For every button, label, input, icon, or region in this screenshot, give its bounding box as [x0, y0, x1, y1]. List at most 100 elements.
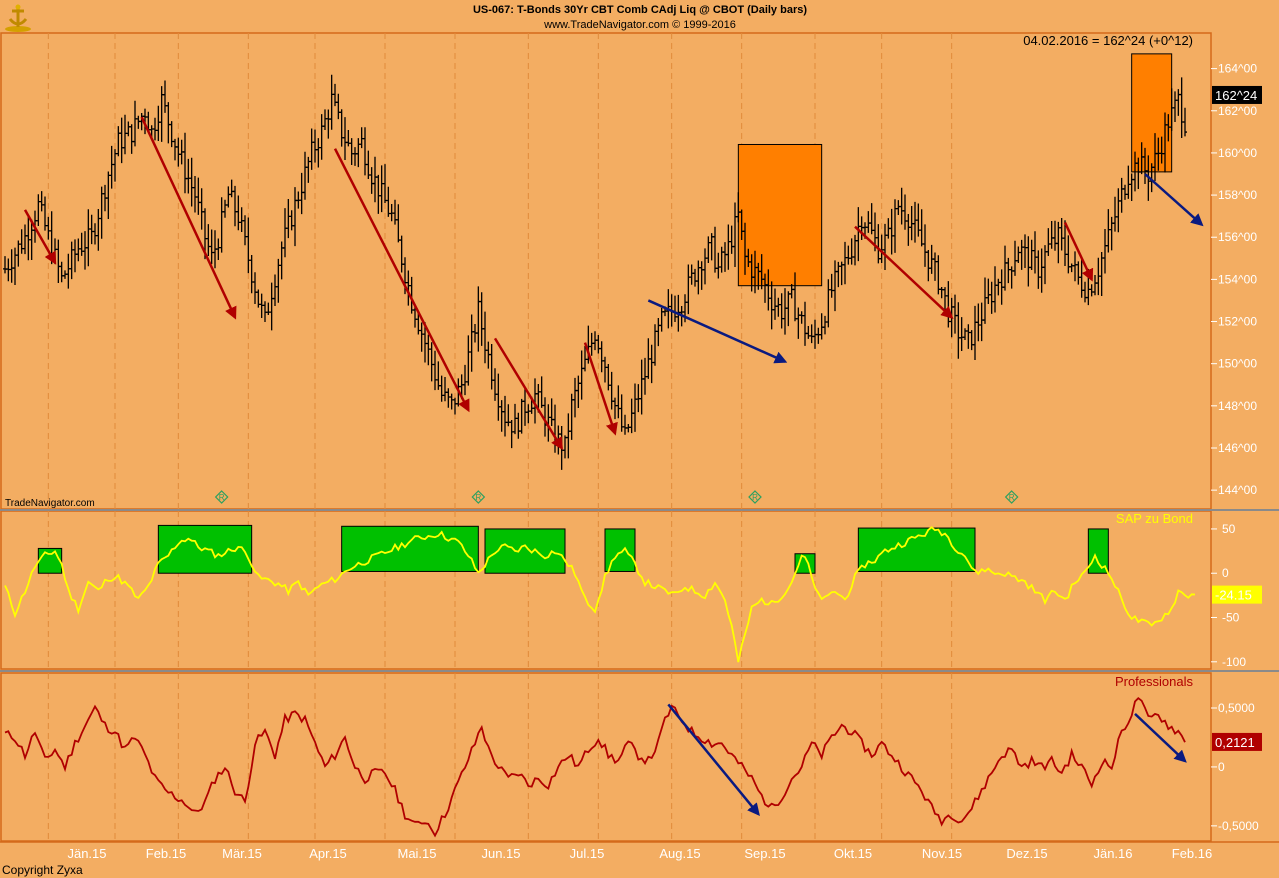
price-bar [693, 268, 697, 287]
y-tick-label: 158^00 [1218, 188, 1257, 202]
price-bar [723, 242, 727, 272]
price-bar [189, 157, 194, 207]
y-tick-label: 150^00 [1218, 357, 1257, 371]
price-bar [243, 215, 247, 246]
price-bar [169, 121, 174, 148]
price-bar [706, 236, 711, 263]
price-bar [1046, 228, 1051, 256]
price-bar [1176, 89, 1181, 116]
price-bar [283, 208, 287, 258]
copyright: Copyright Zyxa [2, 863, 83, 877]
chart-subtitle: www.TradeNavigator.com © 1999-2016 [543, 19, 736, 31]
price-bar [129, 124, 134, 154]
event-marker [214, 490, 229, 504]
price-bar [633, 383, 637, 432]
x-tick-label: Nov.15 [922, 846, 962, 861]
signal-box [1087, 528, 1109, 574]
price-bar [966, 324, 971, 349]
price-bar [319, 114, 324, 160]
price-bar [1106, 209, 1111, 253]
price-bar [1109, 216, 1114, 251]
price-bar [716, 252, 721, 279]
price-bar [1036, 250, 1041, 289]
price-bar [816, 327, 821, 344]
y-tick-label: 50 [1222, 522, 1236, 536]
price-bar [289, 210, 294, 231]
price-bar [156, 105, 161, 142]
price-bar [123, 114, 127, 155]
price-bar [439, 375, 444, 402]
price-bar [719, 246, 724, 273]
y-tick-label: 148^00 [1218, 399, 1257, 413]
x-tick-label: Mai.15 [397, 846, 436, 861]
price-bar [566, 413, 571, 459]
price-bar [896, 200, 901, 216]
y-tick-label: 0 [1218, 760, 1225, 774]
professionals-title: Professionals [1115, 674, 1194, 689]
price-bar [899, 187, 904, 225]
price-bar [313, 129, 317, 163]
price-bar [689, 264, 694, 285]
price-bar [356, 138, 361, 168]
price-bar [526, 404, 531, 424]
price-bar [573, 377, 577, 418]
price-bar [429, 342, 434, 382]
x-tick-label: Apr.15 [309, 846, 347, 861]
price-bar [466, 335, 471, 386]
y-tick-label: -0,5000 [1218, 819, 1259, 833]
x-tick-label: Dez.15 [1006, 846, 1047, 861]
price-bar [383, 164, 387, 203]
watermark: TradeNavigator.com [5, 498, 95, 509]
price-bar [1016, 246, 1021, 263]
price-bar [699, 261, 704, 290]
price-bar [996, 278, 1001, 296]
price-bar [393, 199, 397, 225]
price-bar [299, 172, 304, 215]
price-bar [519, 398, 524, 434]
price-bar [396, 204, 401, 243]
x-tick-label: Okt.15 [834, 846, 872, 861]
price-bar [193, 176, 197, 213]
price-bar [73, 239, 77, 273]
price-bar [1093, 274, 1097, 296]
price-bar [46, 216, 51, 240]
price-bar [883, 223, 887, 271]
price-bar [1066, 235, 1071, 274]
trend-arrow [1144, 173, 1204, 227]
price-bar [336, 93, 341, 120]
price-bar [823, 315, 827, 335]
price-bar [453, 397, 457, 415]
price-bar [1039, 248, 1044, 293]
price-bar [1049, 221, 1054, 249]
y-tick-label: 160^00 [1218, 146, 1257, 160]
price-bar [79, 232, 84, 256]
price-bar [599, 341, 604, 373]
price-bar [769, 281, 774, 330]
x-tick-label: Jän.15 [67, 846, 106, 861]
price-bar [626, 423, 631, 433]
professionals-line [4, 697, 1186, 838]
professionals-last-value-bg [1212, 732, 1262, 751]
price-bar [539, 376, 544, 408]
price-bar [476, 286, 481, 352]
price-bar [449, 393, 454, 410]
bearish-arrow [23, 209, 57, 265]
price-bar [563, 435, 567, 459]
price-bar [829, 273, 834, 298]
price-bar [956, 302, 961, 359]
price-bar [979, 302, 984, 342]
price-bar [23, 224, 27, 255]
price-bar [933, 252, 937, 281]
price-bar [876, 224, 881, 264]
price-bar [329, 74, 334, 130]
price-bar [239, 207, 244, 232]
price-bar [469, 314, 474, 372]
price-bar [386, 186, 391, 217]
price-bar [443, 377, 447, 402]
y-tick-label: -50 [1222, 611, 1240, 625]
price-bar [986, 278, 991, 304]
price-bar [56, 239, 61, 283]
y-tick-label: 154^00 [1218, 272, 1257, 286]
price-bar [1126, 165, 1131, 199]
y-tick-label: 162^00 [1218, 104, 1257, 118]
